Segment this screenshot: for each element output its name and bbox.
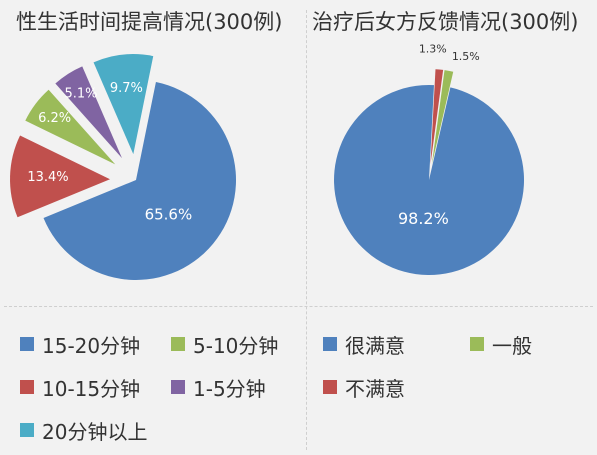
slice-data-label: 65.6% — [145, 206, 193, 224]
legend-item: 10-15分钟 — [20, 375, 141, 401]
pie-slice — [55, 66, 122, 159]
legend-item: 一般 — [470, 332, 532, 358]
chart-title-feedback: 治疗后女方反馈情况(300例) — [312, 10, 579, 34]
legend-label: 20分钟以上 — [42, 419, 148, 444]
slice-data-label: 5.1% — [64, 87, 97, 102]
pie-slice — [10, 135, 111, 218]
slice-data-label: 13.4% — [27, 170, 68, 185]
legend-item: 20分钟以上 — [20, 418, 148, 444]
legend-item: 5-10分钟 — [171, 332, 279, 358]
legend-swatch — [171, 380, 185, 394]
legend-swatch — [20, 423, 34, 437]
slice-data-label: 6.2% — [38, 111, 71, 126]
slice-data-label: 1.5% — [452, 50, 480, 63]
legend-swatch — [323, 337, 337, 351]
legend-item: 不满意 — [323, 375, 405, 401]
pie-chart-time: 65.6% 13.4% 6.2% 5.1% 9.7% — [10, 54, 237, 281]
legend-item: 1-5分钟 — [171, 375, 266, 401]
legend-label: 一般 — [492, 333, 532, 358]
legend-label: 1-5分钟 — [193, 376, 266, 401]
legend-swatch — [323, 380, 337, 394]
slice-data-label: 1.3% — [419, 43, 447, 56]
pie-slice — [430, 69, 444, 165]
vertical-divider — [306, 10, 307, 450]
legend-item: 很满意 — [323, 332, 405, 358]
legend-swatch — [20, 380, 34, 394]
legend-swatch — [20, 337, 34, 351]
pie-slice — [431, 70, 454, 165]
pie-slice — [43, 82, 237, 281]
slice-data-label: 98.2% — [398, 209, 449, 228]
pie-slice — [93, 54, 154, 155]
legend-label: 15-20分钟 — [42, 333, 141, 358]
legend-swatch — [171, 337, 185, 351]
pie-slice — [334, 84, 525, 275]
legend-item: 15-20分钟 — [20, 332, 141, 358]
legend-label: 不满意 — [345, 376, 405, 401]
pie-chart-feedback: 98.2% 1.3% 1.5% — [334, 43, 525, 275]
horizontal-divider — [4, 306, 593, 307]
slice-data-label: 9.7% — [110, 81, 143, 96]
legend-label: 5-10分钟 — [193, 333, 279, 358]
legend-swatch — [470, 337, 484, 351]
pie-slice — [25, 89, 116, 165]
chart-title-time: 性生活时间提高情况(300例) — [16, 10, 283, 34]
legend-label: 10-15分钟 — [42, 376, 141, 401]
legend-label: 很满意 — [345, 333, 405, 358]
